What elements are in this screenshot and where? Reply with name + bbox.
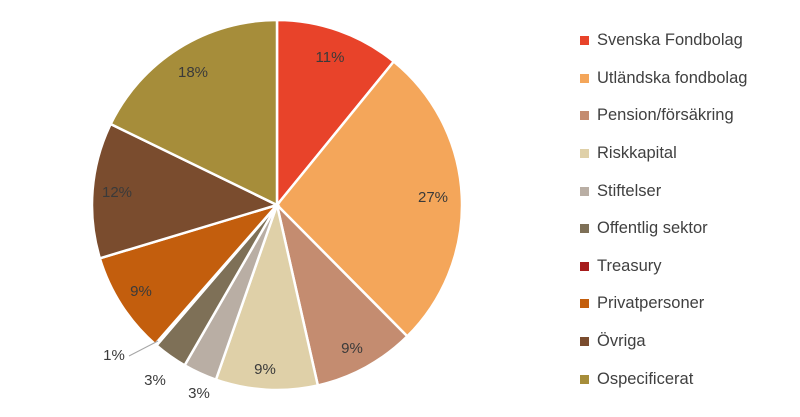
legend-label-privatpersoner: Privatpersoner [597,294,705,313]
legend-label-treasury: Treasury [597,256,662,275]
legend-item: Treasury [580,248,747,286]
legend-swatch-utlandska-fondbolag [580,73,589,83]
data-label-treasury: 1% [103,347,125,364]
legend-label-stiftelser: Stiftelser [597,181,662,200]
pie-slice-svenska-fondbolag [275,18,396,209]
pie-slice-utländska-fondbolag [275,59,464,339]
legend-item: Svenska Fondbolag [580,22,747,60]
pie-slice-privatpersoner [98,202,281,346]
pie-slice-pension-försäkring [274,201,410,387]
data-labels: 11% 27% 9% 9% 3% 3% 1% 9% 12% 18% [102,49,448,402]
pie-slices [90,18,464,392]
data-label-ospecificerat: 18% [178,64,208,81]
legend-label-pension-forsakring: Pension/försäkring [597,106,734,125]
legend-label-svenska-fondbolag: Svenska Fondbolag [597,31,743,50]
legend-swatch-treasury [580,261,589,271]
legend-label-riskkapital: Riskkapital [597,144,677,163]
legend-label-ovriga: Övriga [597,332,646,351]
legend: Svenska Fondbolag Utländska fondbolag Pe… [580,22,747,398]
legend-item: Ospecificerat [580,360,747,398]
legend-label-offentlig-sektor: Offentlig sektor [597,219,708,238]
data-label-offentlig-sektor: 3% [144,372,166,389]
legend-swatch-stiftelser [580,186,589,196]
data-label-privatpersoner: 9% [130,283,152,300]
legend-item: Stiftelser [580,172,747,210]
legend-item: Offentlig sektor [580,210,747,248]
pie-slice-övriga [90,122,281,260]
data-label-utlandska-fondbolag: 27% [418,189,448,206]
legend-item: Pension/försäkring [580,97,747,135]
legend-swatch-privatpersoner [580,299,589,309]
legend-label-utlandska-fondbolag: Utländska fondbolag [597,68,748,87]
legend-swatch-riskkapital [580,149,589,159]
legend-swatch-pension-forsakring [580,111,589,121]
data-label-pension-forsakring: 9% [341,340,363,357]
legend-swatch-svenska-fondbolag [580,36,589,46]
legend-swatch-ospecificerat [580,374,589,384]
pie-slice-ospecificerat [108,18,279,207]
data-label-riskkapital: 9% [254,361,276,378]
legend-item: Utländska fondbolag [580,60,747,98]
leader-line-1pct [128,340,159,357]
legend-swatch-ovriga [580,337,589,347]
data-label-ovriga: 12% [102,184,132,201]
legend-item: Riskkapital [580,135,747,173]
data-label-svenska-fondbolag: 11% [316,49,345,66]
legend-swatch-offentlig-sektor [580,224,589,234]
data-label-stiftelser: 3% [188,385,210,402]
legend-item: Privatpersoner [580,285,747,323]
pie-slice-riskkapital [214,200,320,392]
legend-label-ospecificerat: Ospecificerat [597,369,694,388]
legend-item: Övriga [580,323,747,361]
